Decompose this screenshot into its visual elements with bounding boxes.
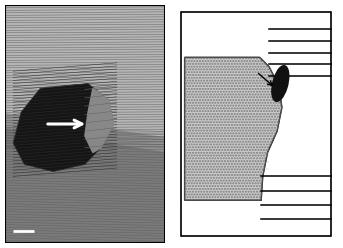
Polygon shape [5,5,165,136]
Polygon shape [85,88,114,153]
Ellipse shape [272,66,289,101]
Polygon shape [13,84,114,172]
Polygon shape [185,57,282,200]
Polygon shape [5,129,165,243]
